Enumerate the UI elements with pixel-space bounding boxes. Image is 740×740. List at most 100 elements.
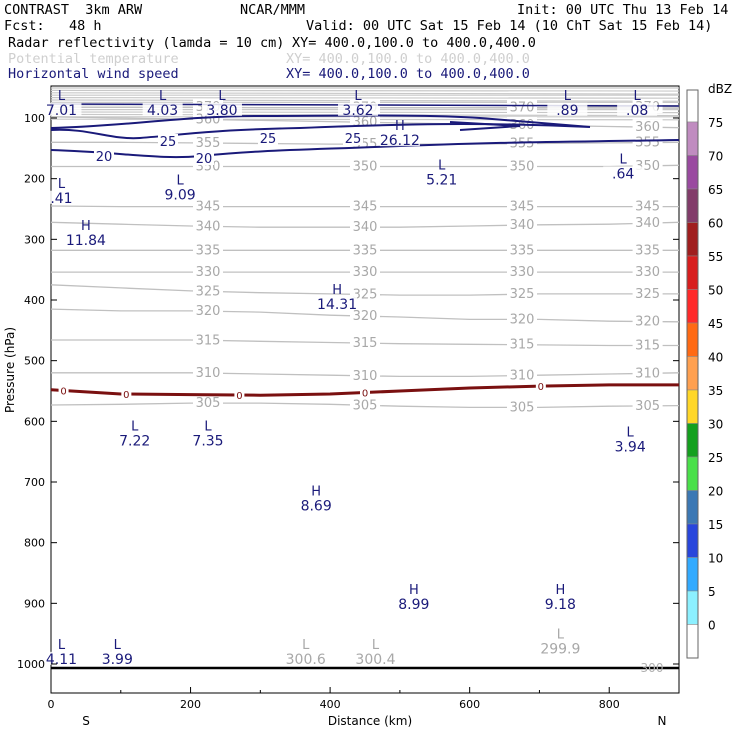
theta-label-330: 330	[196, 265, 221, 280]
extremum-bg	[201, 102, 242, 116]
colorbar-label-40: 40	[708, 351, 723, 365]
extremum-kind: L	[58, 177, 66, 192]
extremum-kind: H	[555, 583, 565, 598]
extremum-value: 9.09	[165, 188, 196, 204]
extremum-bg	[610, 439, 651, 453]
extremum-bg	[379, 133, 420, 147]
colorbar-label-75: 75	[708, 116, 723, 130]
wind-label-20: 20	[96, 150, 113, 165]
theta-label-325: 325	[353, 288, 378, 303]
extremum-bg	[142, 102, 183, 116]
theta-label-bg	[632, 264, 663, 279]
extremum-kind: L	[58, 638, 66, 653]
extremum-value: 5.21	[426, 173, 457, 189]
y-tick-label: 600	[24, 415, 45, 428]
theta-label-bg	[632, 215, 663, 230]
theta-label-350: 350	[353, 160, 378, 175]
theta-label-340: 340	[353, 220, 378, 235]
x-tick-label: 200	[180, 698, 201, 711]
colorbar-unit: dBZ	[708, 82, 732, 96]
extremum-kind: L	[114, 638, 122, 653]
extremum-bg	[355, 651, 396, 665]
extremum-kind: L	[620, 153, 628, 168]
theta-label-bg	[507, 399, 537, 414]
wind-label-25: 25	[160, 135, 177, 150]
colorbar-swatch-50	[686, 289, 699, 324]
extremum-bg	[617, 102, 658, 116]
colorbar-swatch-65	[686, 188, 699, 223]
field-label-theta: Potential temperature	[8, 51, 179, 67]
zero-dbz-label: 0	[538, 382, 544, 393]
theta-label-350: 350	[510, 160, 535, 175]
theta-label-330: 330	[353, 265, 378, 280]
theta-label-305: 305	[353, 398, 378, 413]
extremum-kind: L	[176, 174, 184, 189]
extremum-value: 3.62	[342, 103, 373, 119]
theta-label-340: 340	[196, 219, 221, 234]
wind-contour-26	[449, 121, 521, 131]
theta-label-335: 335	[196, 243, 221, 258]
x-tick-label: 600	[459, 698, 480, 711]
theta-label-bg	[350, 335, 380, 350]
extremum-kind: H	[81, 219, 91, 234]
x-tick-label: 0	[48, 698, 55, 711]
extremum-kind: L	[159, 89, 167, 104]
extremum-value: 299.9	[540, 642, 580, 658]
theta-label-bg	[350, 367, 380, 382]
org-title: NCAR/MMM	[240, 2, 306, 18]
zero-dbz-contour: 0 0 0 0 0	[50, 380, 679, 402]
y-axis-title: Pressure (hPa)	[3, 327, 17, 413]
theta-label-bg	[632, 119, 663, 134]
theta-label-bg	[350, 242, 380, 257]
extremum-value: 8.69	[301, 498, 332, 514]
colorbar-top-cell	[686, 89, 699, 123]
extremum-value: 8.99	[398, 597, 429, 613]
y-tick-label: 1000	[17, 658, 45, 671]
valid-time: Valid: 00 UTC Sat 15 Feb 14 (10 ChT Sat …	[306, 18, 713, 34]
extremum-bg	[188, 433, 228, 447]
zero-dbz-label: 0	[123, 390, 129, 401]
colorbar-label-35: 35	[708, 384, 723, 398]
extremum-kind: H	[395, 119, 405, 134]
wind-label-bg	[158, 134, 178, 148]
extremum-kind: L	[354, 89, 362, 104]
theta-label-bg	[632, 285, 663, 300]
theta-label-bg	[193, 303, 223, 318]
extremum-value: .89	[556, 103, 578, 119]
extremum-kind: L	[627, 426, 635, 441]
surface-theta-label: 300	[641, 661, 664, 675]
field-label-reflectivity: Radar reflectivity (lamda = 10 cm)	[8, 35, 285, 51]
wind-label-25: 25	[260, 132, 277, 147]
wind-label-bg	[94, 149, 114, 163]
wind-label-25: 25	[345, 132, 362, 147]
colorbar-swatch-20	[686, 490, 699, 525]
colorbar-swatch-70	[686, 155, 699, 190]
theta-label-330: 330	[635, 265, 660, 280]
extremum-bg	[114, 433, 155, 447]
theta-label-bg	[507, 336, 537, 351]
extremum-bg	[296, 498, 337, 512]
extremum-bg	[160, 187, 201, 201]
extremum-value: 11.84	[66, 233, 106, 249]
colorbar-frame	[686, 89, 699, 659]
field-xy-reflectivity: XY= 400.0,100.0 to 400.0,400.0	[292, 35, 536, 51]
theta-label-bg	[507, 242, 537, 257]
extremum-bg	[540, 641, 581, 655]
zero-label-bg	[234, 389, 245, 401]
zero-dbz-label: 0	[236, 391, 242, 402]
theta-label-bg	[632, 337, 663, 352]
x-tick-label: 400	[320, 698, 341, 711]
theta-label-305: 305	[196, 396, 221, 411]
theta-label-320: 320	[635, 315, 660, 330]
theta-label-345: 345	[635, 200, 660, 215]
x-end-right: N	[658, 714, 667, 728]
field-xy-theta: XY= 400.0,100.0 to 400.0,400.0	[286, 51, 530, 67]
theta-label-bg	[350, 219, 380, 234]
theta-label-345: 345	[510, 200, 535, 215]
extremum-kind: L	[372, 638, 380, 653]
theta-label-bg	[507, 198, 537, 213]
y-tick-label: 300	[24, 233, 45, 246]
theta-label-bg	[350, 397, 380, 412]
theta-label-bg	[193, 135, 223, 150]
